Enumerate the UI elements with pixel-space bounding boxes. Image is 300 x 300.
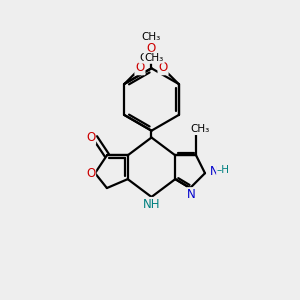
Text: O: O — [86, 131, 95, 144]
Text: CH₃: CH₃ — [142, 32, 161, 42]
Text: NH: NH — [143, 198, 160, 211]
Text: CH₃: CH₃ — [190, 124, 209, 134]
Text: O: O — [135, 61, 145, 74]
Text: N: N — [209, 165, 218, 178]
Text: CH₃: CH₃ — [139, 53, 158, 63]
Text: O: O — [158, 61, 168, 74]
Text: CH₃: CH₃ — [145, 53, 164, 63]
Text: O: O — [147, 42, 156, 55]
Text: –H: –H — [217, 165, 230, 175]
Text: O: O — [86, 167, 95, 180]
Text: N: N — [187, 188, 196, 201]
